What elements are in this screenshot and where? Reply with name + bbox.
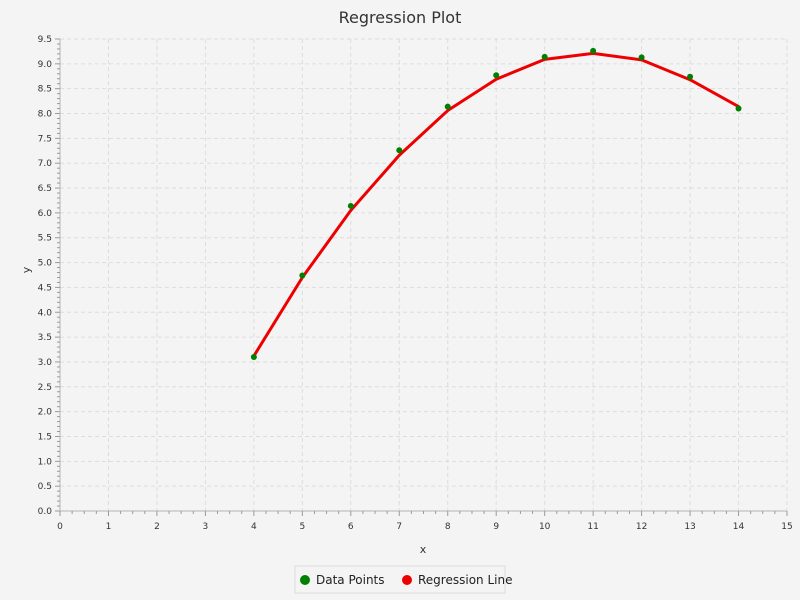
data-point [590,47,597,54]
y-tick-label: 0.5 [38,482,52,492]
y-tick-label: 8.5 [38,85,52,95]
x-tick-label: 13 [684,522,695,532]
y-tick-label: 9.0 [38,60,53,70]
y-tick-label: 2.5 [38,383,52,393]
y-tick-label: 4.5 [38,283,52,293]
data-point [493,72,500,79]
legend-label-regression-line: Regression Line [418,573,512,587]
regression-line [252,51,741,358]
x-tick-label: 10 [539,522,551,532]
x-tick-label: 7 [396,522,402,532]
legend-marker-data-points [300,575,310,585]
legend-label-data-points: Data Points [316,573,385,587]
x-tick-label: 0 [57,522,63,532]
y-tick-label: 0.0 [38,507,53,517]
y-tick-label: 1.5 [38,432,52,442]
data-point [444,103,451,110]
x-tick-label: 11 [587,522,598,532]
x-tick-label: 14 [733,522,745,532]
y-tick-label: 4.0 [38,308,53,318]
axes: 0 1 2 3 4 5 6 7 8 9 10 11 12 13 14 150.00.51.01.52.02.5… [38,35,793,532]
y-tick-label: 5.5 [38,234,52,244]
y-tick-label: 8.0 [38,110,53,120]
y-tick-label: 7.5 [38,134,52,144]
y-tick-label: 5.0 [38,259,53,269]
x-tick-label: 12 [636,522,647,532]
data-point [396,147,403,154]
x-tick-label: 4 [251,522,257,532]
x-tick-label: 2 [154,522,160,532]
plot-background [60,39,787,511]
data-point [638,54,645,61]
x-axis-label: x [420,543,427,556]
chart-title: Regression Plot [339,8,462,27]
grid [60,38,788,511]
legend-box [294,565,506,594]
y-tick-label: 3.0 [38,358,53,368]
data-point [687,73,694,80]
x-tick-label: 15 [781,522,792,532]
legend: Data Points Regression Line [294,565,512,594]
y-tick-label: 3.5 [38,333,52,343]
y-tick-label: 9.5 [38,35,52,45]
x-tick-label: 3 [203,522,209,532]
y-tick-label: 2.0 [38,408,53,418]
x-tick-label: 9 [493,522,499,532]
x-tick-label: 6 [348,522,354,532]
data-point [250,353,257,360]
y-axis-label: y [20,266,33,273]
y-tick-label: 6.0 [38,209,53,219]
series-layer [250,47,742,360]
data-point [299,272,306,279]
y-tick-label: 7.0 [38,159,53,169]
y-tick-label: 6.5 [38,184,52,194]
data-point [347,202,354,209]
y-tick-label: 1.0 [38,457,53,467]
legend-marker-regression-line [402,575,412,585]
x-tick-label: 8 [445,522,451,532]
x-tick-label: 5 [299,522,305,532]
data-point [735,105,742,112]
data-point [541,53,548,60]
x-tick-label: 1 [106,522,112,532]
